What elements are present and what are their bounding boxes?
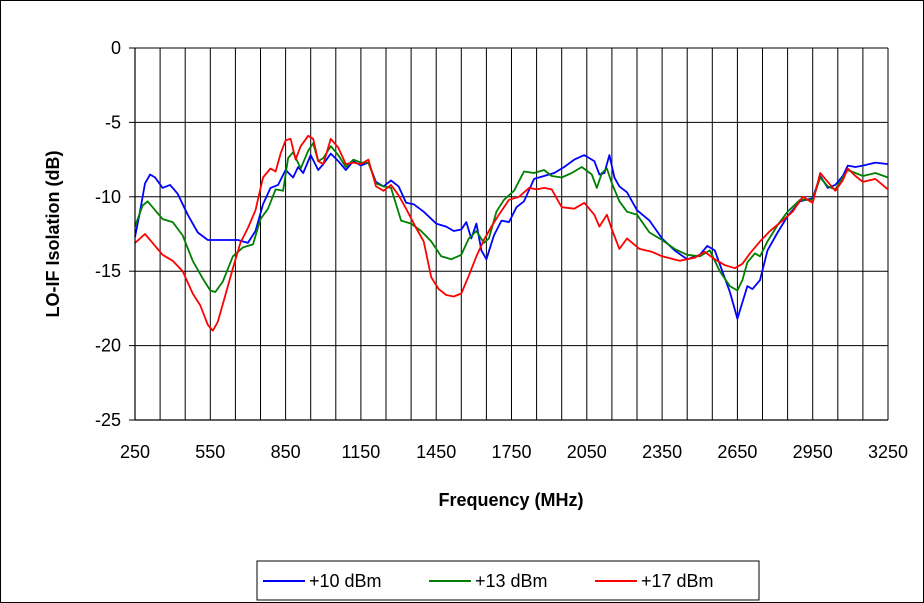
legend-label: +10 dBm <box>309 571 382 591</box>
series-line-2 <box>134 142 889 293</box>
x-tick-label: 850 <box>271 442 301 462</box>
y-tick-label: -25 <box>95 410 121 430</box>
x-tick-label: 2050 <box>567 442 607 462</box>
x-tick-label: 1750 <box>491 442 531 462</box>
x-tick-label: 2350 <box>642 442 682 462</box>
legend-label: +17 dBm <box>641 571 714 591</box>
x-axis-title: Frequency (MHz) <box>438 490 583 510</box>
y-tick-label: -5 <box>105 112 121 132</box>
y-tick-label: -10 <box>95 187 121 207</box>
y-tick-label: 0 <box>111 38 121 58</box>
series-layer <box>134 134 889 332</box>
series-line-3 <box>134 134 889 332</box>
x-tick-label: 2950 <box>793 442 833 462</box>
y-tick-label: -20 <box>95 336 121 356</box>
y-tick-label: -15 <box>95 261 121 281</box>
y-axis-title: LO-IF Isolation (dB) <box>43 151 63 318</box>
x-tick-label: 2650 <box>717 442 757 462</box>
x-tick-label: 1150 <box>342 442 381 462</box>
x-tick-label: 3250 <box>868 442 908 462</box>
series-line-1 <box>134 152 889 320</box>
x-tick-label: 550 <box>195 442 225 462</box>
legend: +10 dBm +13 dBm +17 dBm <box>256 560 760 601</box>
grid <box>135 47 889 420</box>
x-tick-label: 250 <box>120 442 150 462</box>
x-tick-label: 1450 <box>416 442 456 462</box>
x-tick-labels: 250 550 850 1150 1450 1750 2050 2350 2650 2950 325… <box>120 442 908 462</box>
axes <box>129 47 888 421</box>
y-tick-labels: 0 -5 -10 -15 -20 -25 <box>95 38 121 430</box>
legend-box <box>256 560 760 601</box>
legend-label: +13 dBm <box>475 571 548 591</box>
